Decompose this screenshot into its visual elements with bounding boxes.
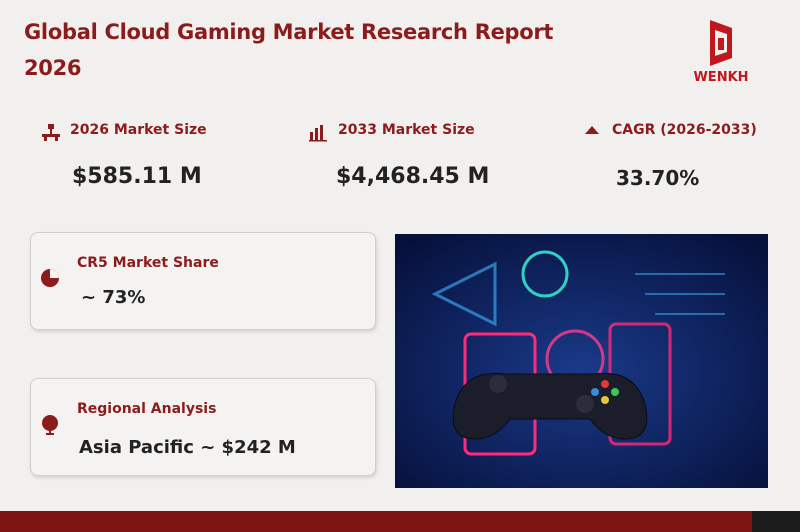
- card-label: CR5 Market Share: [77, 255, 219, 271]
- hero-image: [395, 234, 768, 488]
- stat-label: CAGR (2026-2033): [612, 122, 757, 138]
- button: [601, 380, 609, 388]
- title: Global Cloud Gaming Market Research Repo…: [24, 20, 554, 80]
- card-value: ~ 73%: [81, 287, 146, 308]
- card-label: Regional Analysis: [77, 401, 217, 417]
- footer-bar-end: [752, 511, 800, 532]
- logo-mark-core: [718, 38, 724, 50]
- card: CR5 Market Share ~ 73%: [30, 232, 376, 330]
- stick: [576, 395, 594, 413]
- stat-value: $585.11 M: [72, 164, 202, 189]
- logo-text: WENKH: [693, 70, 748, 85]
- stat-value: $4,468.45 M: [336, 164, 490, 189]
- button: [601, 396, 609, 404]
- stick: [489, 375, 507, 393]
- stat-value: 33.70%: [616, 166, 700, 190]
- card-value: Asia Pacific ~ $242 M: [79, 437, 296, 458]
- icon: [42, 415, 58, 435]
- icon: [42, 124, 60, 141]
- stat-label: 2026 Market Size: [70, 122, 207, 138]
- card: Regional Analysis Asia Pacific ~ $242 M: [30, 378, 376, 476]
- button: [611, 388, 619, 396]
- button: [591, 388, 599, 396]
- icon: [309, 125, 327, 142]
- logo: WENKH: [693, 20, 749, 85]
- stat-label: 2033 Market Size: [338, 122, 475, 138]
- icon: [585, 126, 599, 134]
- image-bg: [395, 234, 768, 488]
- icon: [41, 269, 59, 287]
- footer-bar: [0, 511, 800, 532]
